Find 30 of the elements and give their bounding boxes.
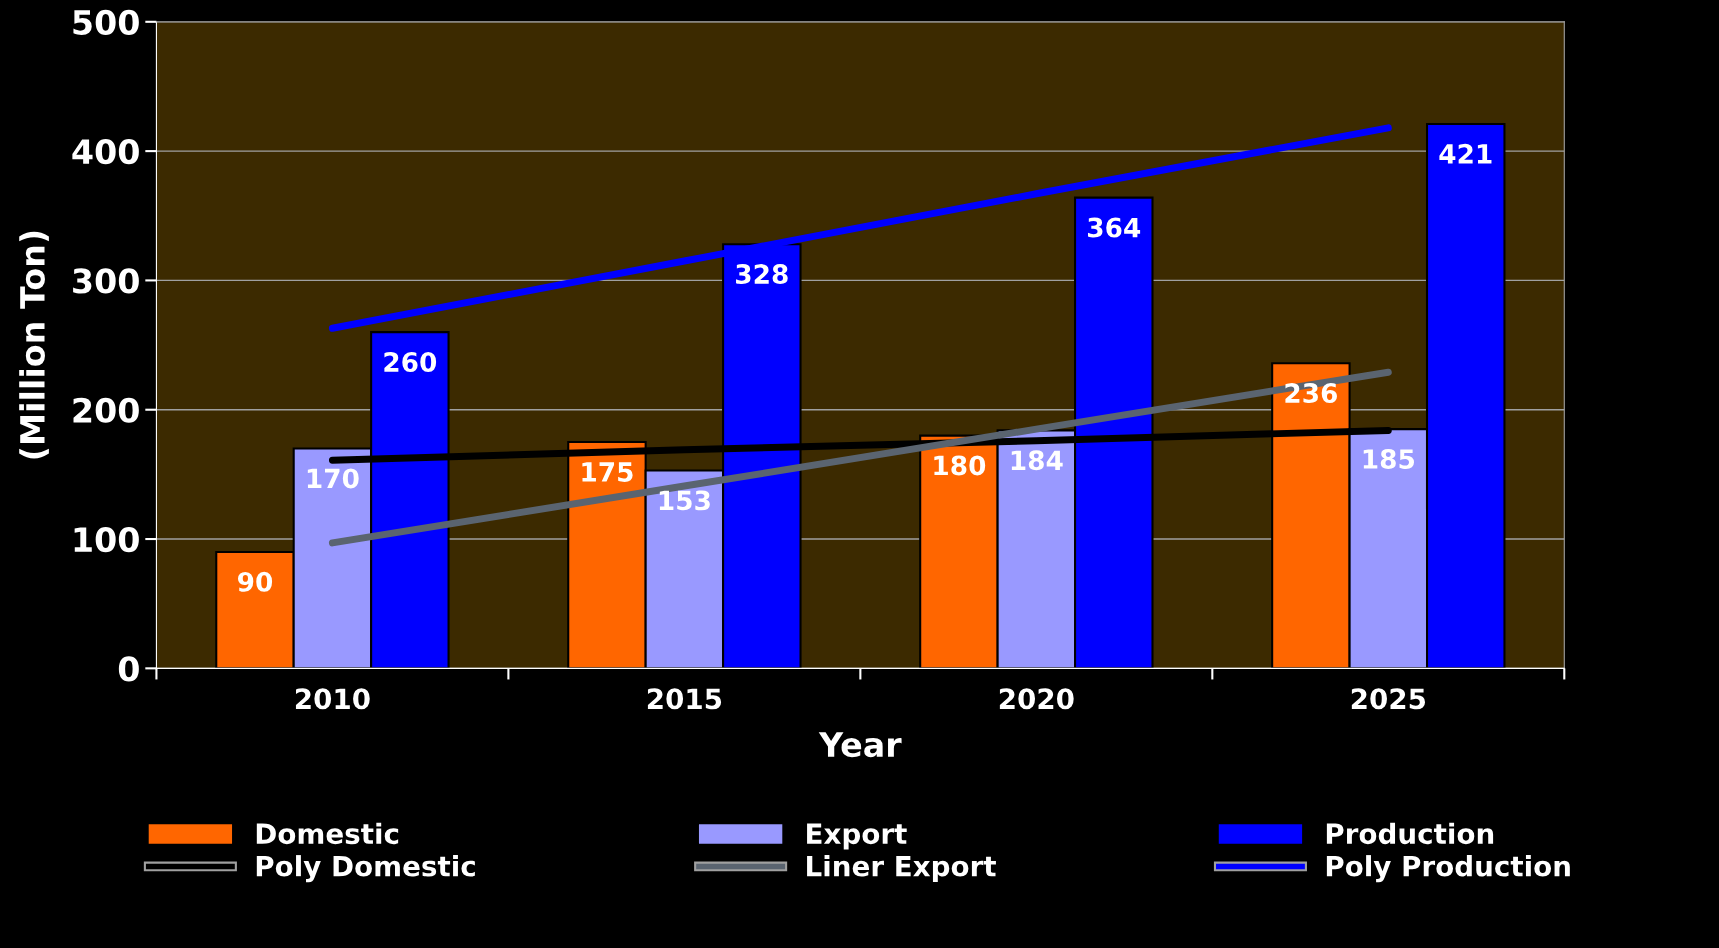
- data-label: 184: [1011, 450, 1063, 471]
- data-label: 180: [934, 455, 986, 476]
- data-label: 260: [384, 352, 437, 373]
- x-tick-label: 2010: [295, 688, 370, 710]
- data-label: 175: [582, 462, 633, 482]
- x-tick-label: 2025: [1351, 688, 1426, 710]
- legend-label: Liner Export: [807, 855, 996, 882]
- legend-label: Poly Domestic: [256, 855, 475, 883]
- y-tick-label: 500: [73, 9, 139, 35]
- y-tick-label: 300: [73, 268, 139, 294]
- y-tick-label: 100: [74, 526, 139, 553]
- data-label: 328: [736, 264, 788, 285]
- x-tick-label: 2015: [647, 688, 722, 710]
- data-label: 153: [659, 490, 710, 511]
- data-label: 236: [1285, 383, 1337, 404]
- legend-label: Domestic: [256, 822, 399, 845]
- data-label: 170: [307, 468, 359, 489]
- y-tick-label: 0: [118, 656, 139, 682]
- data-label: 421: [1439, 143, 1492, 164]
- y-tick-label: 200: [73, 397, 139, 423]
- y-axis-title: (Million Ton): [19, 231, 49, 459]
- y-tick-label: 400: [72, 139, 139, 165]
- legend-label: Production: [1326, 822, 1494, 845]
- x-axis-title: Year: [818, 732, 902, 758]
- data-label: 185: [1363, 449, 1415, 469]
- data-label: 90: [237, 571, 273, 592]
- legend-label: Export: [807, 823, 907, 850]
- legend-label: Poly Production: [1326, 855, 1570, 883]
- x-tick-label: 2020: [999, 688, 1074, 710]
- data-label: 364: [1088, 217, 1141, 238]
